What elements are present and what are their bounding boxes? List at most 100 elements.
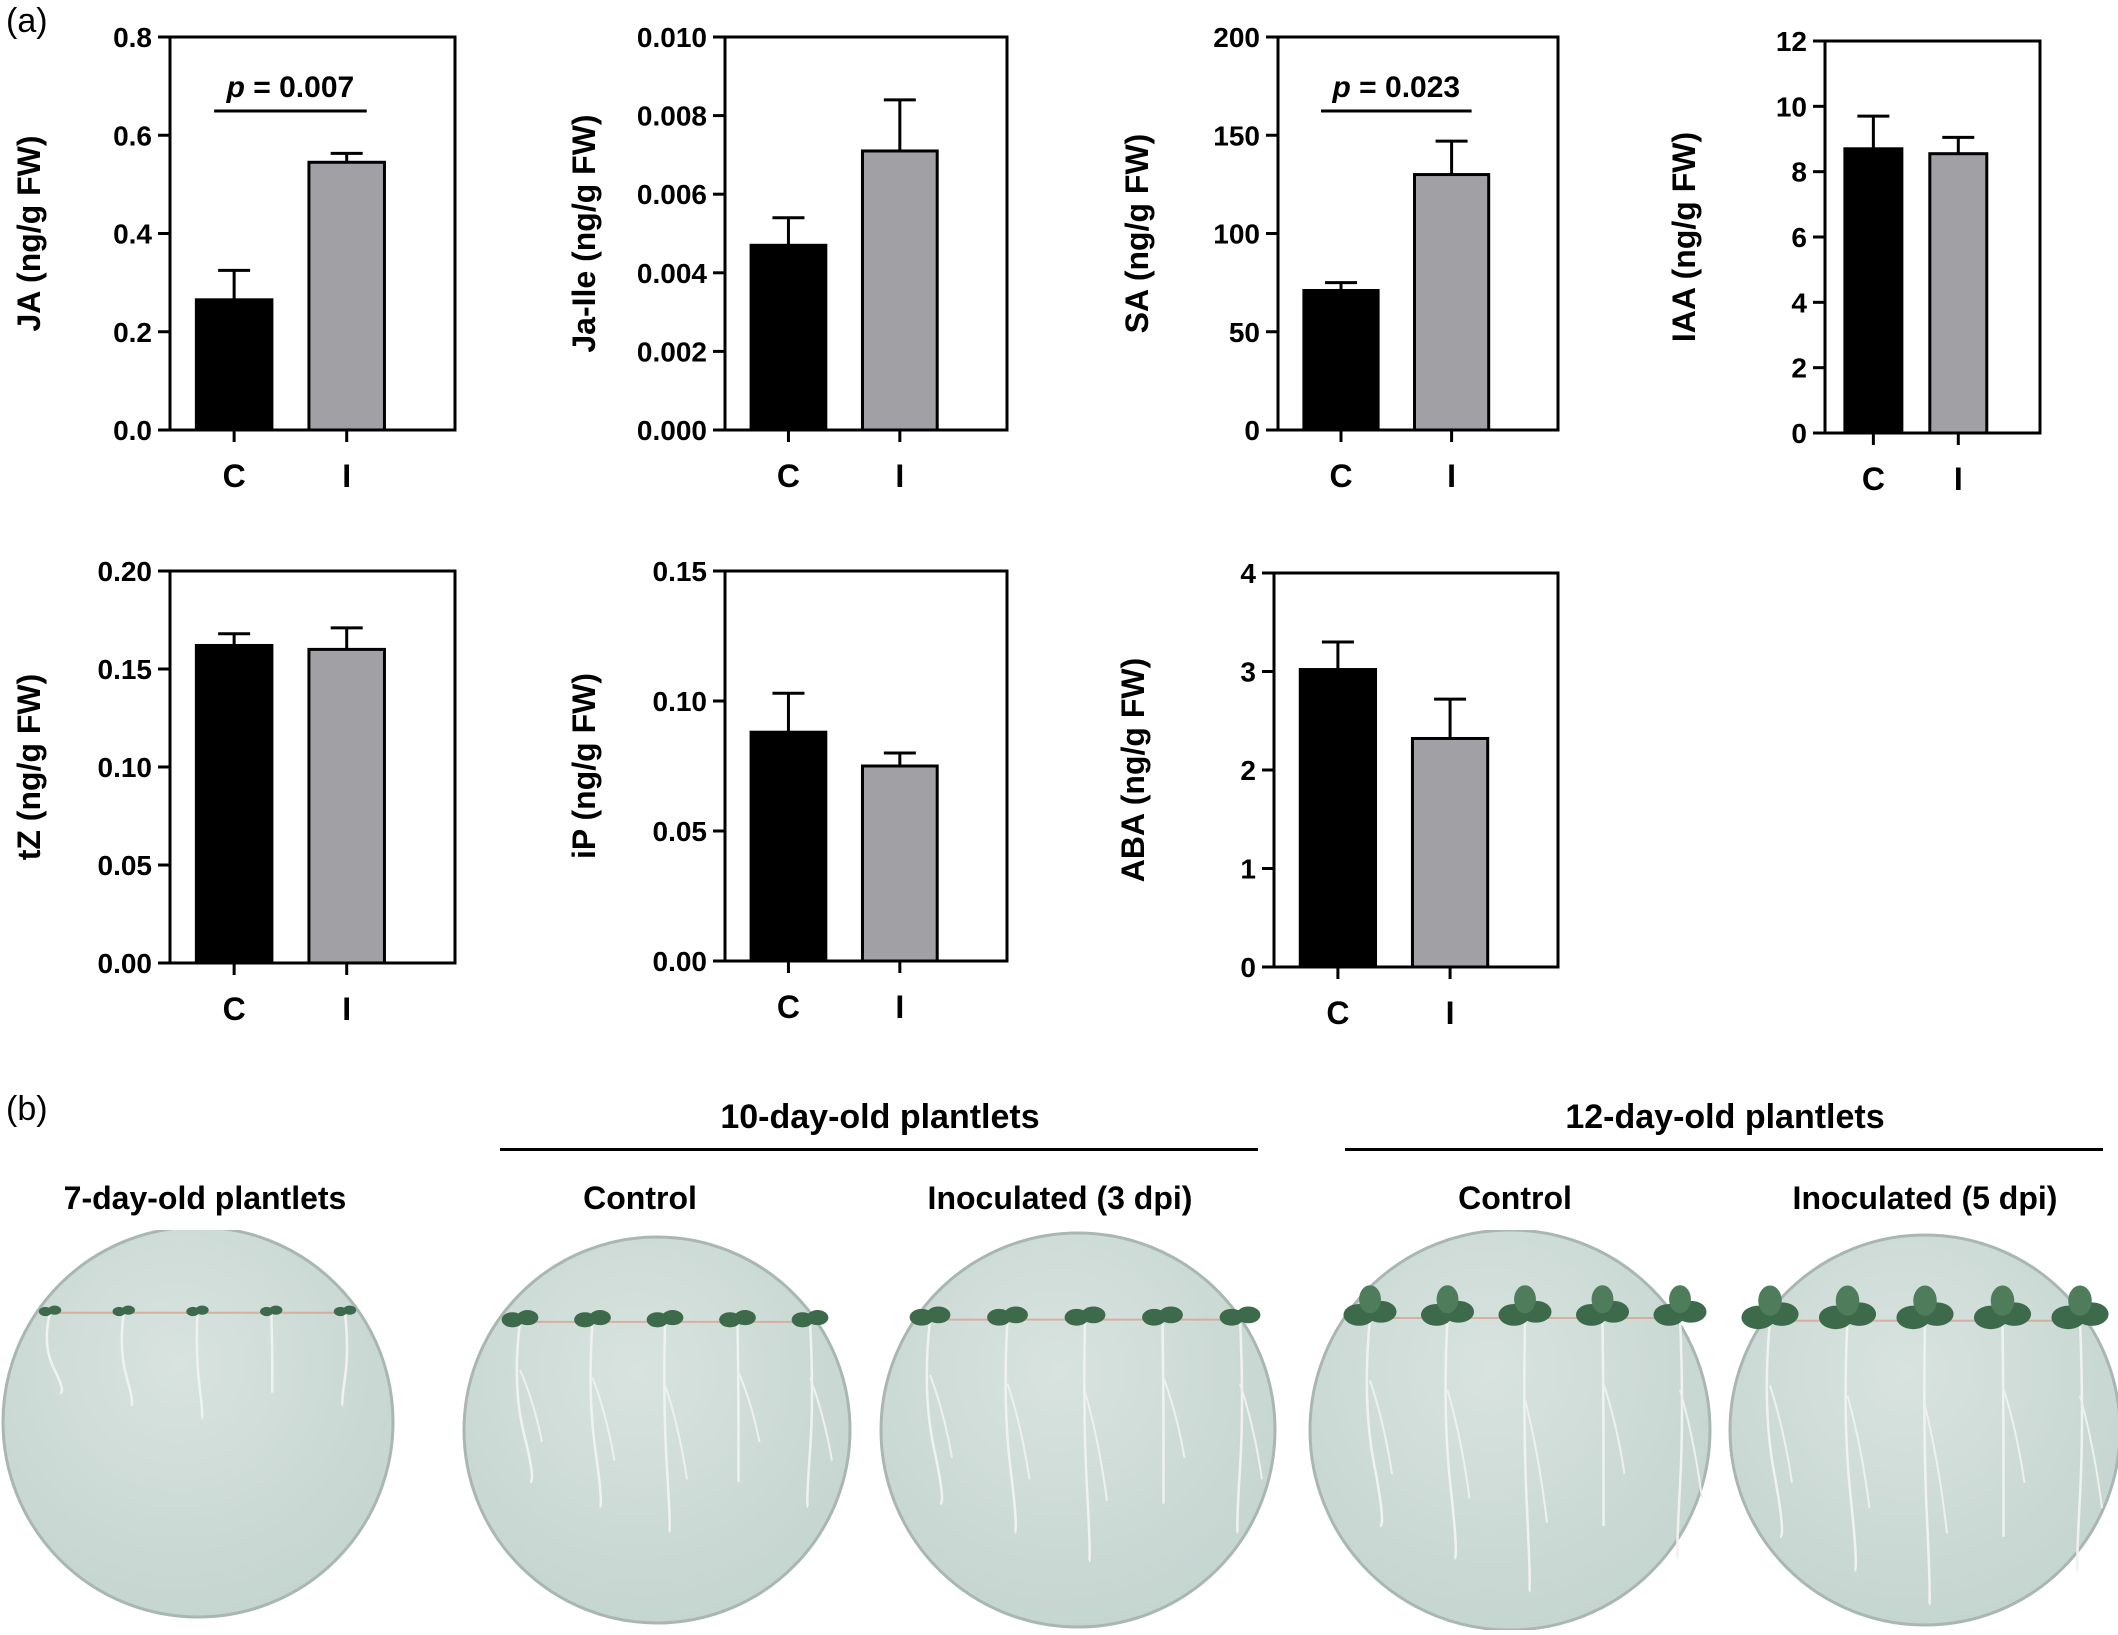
y-tick-label: 0.2 bbox=[113, 317, 152, 348]
root bbox=[1676, 1317, 1684, 1560]
y-tick-label: 0.15 bbox=[98, 654, 153, 685]
seedling bbox=[1973, 1285, 2032, 1537]
y-tick-label: 0.8 bbox=[113, 22, 152, 53]
x-tick-label: I bbox=[342, 991, 351, 1027]
y-tick-label: 0.10 bbox=[653, 686, 708, 717]
bar-i bbox=[860, 149, 939, 432]
root bbox=[270, 1312, 274, 1393]
chart-5: 0.00 0.05 0.10 0.15 0.20 tZ (ng/g FW) C I bbox=[11, 556, 457, 1027]
lateral-root bbox=[1239, 1383, 1263, 1480]
lateral-root bbox=[591, 1377, 616, 1461]
significance-label: p = 0.023 bbox=[1331, 71, 1460, 104]
bar-c bbox=[194, 298, 274, 432]
lateral-root bbox=[1601, 1380, 1626, 1475]
y-tick-label: 0 bbox=[1244, 415, 1260, 446]
root bbox=[1004, 1319, 1018, 1534]
seedling bbox=[791, 1310, 833, 1509]
dish-plate bbox=[879, 1231, 1277, 1629]
y-tick-label: 0.0 bbox=[113, 415, 152, 446]
y-tick-label: 0.002 bbox=[637, 336, 707, 367]
bar-c bbox=[194, 643, 274, 965]
bar-i bbox=[1928, 152, 1989, 435]
root bbox=[1444, 1317, 1458, 1560]
y-axis-label: ABA (ng/g FW) bbox=[1115, 658, 1151, 883]
y-tick-label: 12 bbox=[1776, 26, 1807, 57]
panel-a-label: (a) bbox=[6, 2, 48, 40]
bar-i bbox=[1413, 173, 1491, 432]
seedling bbox=[574, 1310, 616, 1509]
petri-dish-5 bbox=[1728, 1233, 2118, 1627]
seedling bbox=[719, 1310, 761, 1482]
lateral-root bbox=[2001, 1385, 2026, 1483]
y-tick-label: 0.008 bbox=[637, 101, 707, 132]
root bbox=[1236, 1319, 1244, 1534]
seedling bbox=[112, 1305, 135, 1407]
lateral-root bbox=[2079, 1395, 2103, 1509]
seedling bbox=[1343, 1285, 1397, 1528]
y-tick-label: 2 bbox=[1791, 353, 1807, 384]
y-tick-label: 0.006 bbox=[637, 179, 707, 210]
lateral-root bbox=[1369, 1380, 1393, 1475]
bar-c bbox=[749, 730, 828, 963]
lateral-root bbox=[1769, 1385, 1793, 1483]
dish-plate bbox=[1, 1230, 395, 1619]
chart-1: 0.0 0.2 0.4 0.6 0.8 JA (ng/g FW) C Ip = 0.007 bbox=[11, 22, 457, 494]
root bbox=[663, 1321, 671, 1534]
y-tick-label: 8 bbox=[1791, 157, 1807, 188]
y-tick-label: 10 bbox=[1776, 91, 1807, 122]
y-axis-label: JA (ng/g FW) bbox=[11, 135, 47, 331]
y-tick-label: 0.10 bbox=[98, 752, 153, 783]
root bbox=[341, 1312, 349, 1407]
root bbox=[45, 1312, 64, 1395]
seedling bbox=[1896, 1285, 1954, 1606]
cotyledon bbox=[195, 1305, 209, 1315]
lateral-root bbox=[809, 1377, 833, 1461]
y-tick-label: 200 bbox=[1213, 22, 1260, 53]
true-leaf bbox=[1990, 1285, 2015, 1316]
chart-6: 0.00 0.05 0.10 0.15 iP (ng/g FW) C I bbox=[566, 556, 1009, 1025]
plate-title-inoculated-5dpi: Inoculated (5 dpi) bbox=[1792, 1180, 2058, 1216]
x-tick-label: I bbox=[1446, 995, 1455, 1031]
root bbox=[120, 1312, 134, 1407]
lateral-root bbox=[1679, 1389, 1703, 1499]
y-axis-label: IAA (ng/g FW) bbox=[1666, 132, 1702, 342]
y-tick-label: 0 bbox=[1240, 952, 1256, 983]
seedling bbox=[987, 1306, 1031, 1534]
root bbox=[589, 1321, 603, 1509]
seedling bbox=[1498, 1285, 1552, 1593]
plate-title-7-day: 7-day-old plantlets bbox=[63, 1180, 347, 1216]
group-line-12-day bbox=[1345, 1148, 2103, 1151]
true-leaf bbox=[1359, 1285, 1381, 1314]
chart-2: 0.000 0.002 0.004 0.006 0.008 0.010 Ja-Ile (ng… bbox=[566, 22, 1009, 494]
seedling bbox=[501, 1310, 543, 1484]
lateral-root bbox=[1924, 1405, 1948, 1534]
lateral-root bbox=[1446, 1389, 1471, 1499]
petri-dish-3 bbox=[879, 1231, 1277, 1629]
y-tick-label: 0.004 bbox=[637, 258, 707, 289]
true-leaf bbox=[1591, 1285, 1614, 1314]
y-tick-label: 0.05 bbox=[653, 816, 708, 847]
x-tick-label: I bbox=[1447, 458, 1456, 494]
petri-dish-1 bbox=[1, 1230, 395, 1619]
y-tick-label: 0.6 bbox=[113, 120, 152, 151]
cotyledon bbox=[516, 1310, 539, 1326]
plate-title-control-10: Control bbox=[583, 1180, 697, 1216]
lateral-root bbox=[664, 1384, 688, 1480]
group-title-12-day: 12-day-old plantlets bbox=[1565, 1098, 1885, 1136]
lateral-root bbox=[736, 1369, 761, 1443]
root bbox=[1083, 1319, 1091, 1563]
bar-i bbox=[860, 764, 939, 963]
plates-svg bbox=[1, 1230, 2118, 1630]
y-tick-label: 100 bbox=[1213, 219, 1260, 250]
group-line-10-day bbox=[500, 1148, 1258, 1151]
root bbox=[2076, 1320, 2084, 1572]
lateral-root bbox=[1524, 1399, 1548, 1523]
bar-i bbox=[1410, 736, 1490, 969]
y-axis-label: SA (ng/g FW) bbox=[1119, 134, 1155, 334]
seedling bbox=[1142, 1306, 1186, 1504]
x-tick-label: C bbox=[1326, 995, 1349, 1031]
root bbox=[1161, 1319, 1165, 1504]
dish-plate bbox=[462, 1235, 852, 1625]
y-tick-label: 2 bbox=[1240, 755, 1256, 786]
